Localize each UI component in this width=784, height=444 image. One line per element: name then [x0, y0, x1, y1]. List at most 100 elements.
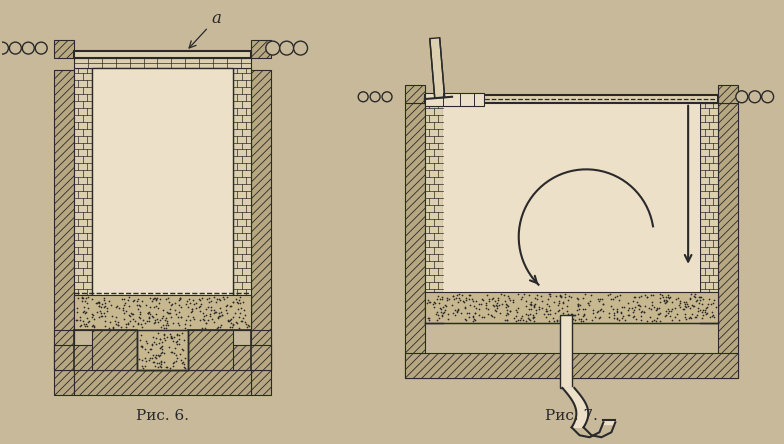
Point [626, 305, 638, 312]
Text: Рис. 7.: Рис. 7. [545, 409, 598, 423]
Point [707, 313, 720, 321]
Point [663, 313, 676, 320]
Point [572, 300, 584, 307]
Point [126, 310, 139, 317]
Point [134, 309, 147, 316]
Point [118, 309, 130, 316]
Point [232, 324, 245, 331]
Point [169, 299, 181, 306]
Point [436, 295, 448, 302]
Point [117, 304, 129, 311]
Point [633, 302, 645, 309]
Point [150, 296, 162, 303]
Point [655, 291, 668, 298]
Point [548, 317, 561, 325]
Point [678, 301, 691, 308]
Point [161, 364, 173, 371]
Point [188, 316, 201, 323]
Point [232, 299, 245, 306]
Point [561, 316, 574, 323]
Point [93, 298, 105, 305]
Point [238, 306, 251, 313]
Point [170, 355, 183, 362]
Point [506, 298, 519, 305]
Point [172, 314, 185, 321]
Point [160, 321, 172, 328]
Point [535, 292, 547, 299]
Point [684, 291, 697, 298]
Point [176, 329, 188, 337]
Point [215, 321, 227, 329]
Point [468, 316, 481, 323]
Point [706, 300, 719, 307]
Point [557, 311, 569, 318]
Point [201, 316, 214, 323]
Point [166, 300, 179, 307]
Point [638, 309, 651, 316]
Point [160, 363, 172, 370]
Point [554, 294, 567, 301]
Point [103, 318, 116, 325]
Point [685, 301, 698, 308]
Point [82, 293, 95, 301]
Point [227, 320, 239, 327]
Bar [405, 353, 738, 378]
Point [114, 324, 127, 331]
Point [632, 302, 644, 309]
Point [680, 316, 692, 323]
Point [499, 316, 512, 323]
Point [143, 295, 156, 302]
Point [237, 298, 249, 305]
Point [520, 302, 532, 309]
Point [540, 307, 553, 314]
Point [528, 303, 540, 310]
Point [604, 302, 617, 309]
Point [544, 306, 557, 313]
Point [615, 314, 628, 321]
Point [654, 294, 666, 301]
Polygon shape [576, 412, 588, 413]
Point [156, 315, 169, 322]
Point [561, 311, 574, 318]
Point [186, 305, 198, 312]
Point [145, 345, 158, 352]
Point [133, 301, 146, 309]
Point [155, 346, 168, 353]
Point [510, 307, 522, 314]
Point [535, 297, 548, 304]
Point [688, 292, 700, 299]
Point [577, 305, 590, 312]
Point [554, 293, 567, 300]
Point [631, 298, 644, 305]
Point [140, 357, 153, 365]
Point [571, 307, 583, 314]
Point [140, 301, 152, 309]
Point [236, 317, 249, 325]
Point [90, 299, 103, 306]
Point [633, 293, 645, 301]
Point [446, 301, 459, 309]
Point [554, 317, 566, 325]
Point [77, 317, 89, 325]
Point [706, 312, 718, 319]
Point [643, 304, 655, 311]
Point [689, 313, 702, 321]
Point [456, 292, 468, 299]
Point [85, 296, 98, 303]
Point [629, 304, 641, 311]
Point [434, 304, 447, 311]
Point [204, 311, 216, 318]
Point [224, 319, 237, 326]
Point [147, 296, 159, 303]
Polygon shape [567, 393, 579, 394]
Point [682, 303, 695, 310]
Point [430, 309, 443, 316]
Point [143, 315, 155, 322]
Point [553, 297, 565, 305]
Point [132, 320, 144, 327]
Point [603, 313, 615, 321]
Point [692, 299, 705, 306]
Point [568, 311, 581, 318]
Point [439, 301, 452, 308]
Point [176, 358, 189, 365]
